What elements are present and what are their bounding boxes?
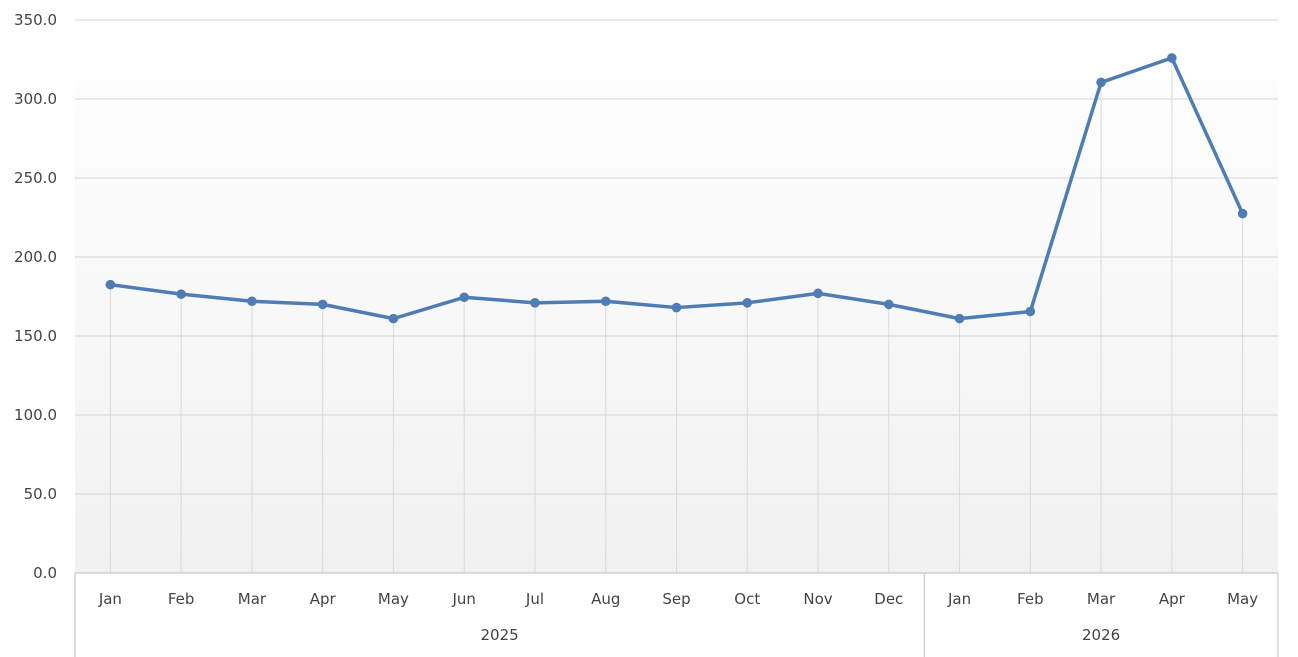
x-tick-label: Feb <box>1017 590 1044 608</box>
data-point <box>105 279 116 290</box>
x-tick-label: Apr <box>1159 590 1186 608</box>
data-point <box>671 302 682 313</box>
y-tick-label: 200.0 <box>14 248 57 266</box>
x-axis-tick-labels: Jan Feb Mar Apr May Jun Jul Aug Sep Oct Nov Dec Jan F… <box>98 590 1258 608</box>
x-tick-label: Dec <box>874 590 903 608</box>
data-point <box>176 289 186 299</box>
x-tick-label: Jan <box>947 590 971 608</box>
x-tick-label: Nov <box>803 590 832 608</box>
y-tick-label: 50.0 <box>24 485 57 503</box>
data-point <box>459 292 470 303</box>
data-point <box>742 298 753 308</box>
y-tick-label: 300.0 <box>14 90 57 108</box>
data-point <box>1167 53 1177 63</box>
x-tick-label: Jul <box>525 590 544 608</box>
x-tick-label: Mar <box>1087 590 1116 608</box>
x-tick-label: Mar <box>238 590 267 608</box>
x-tick-label: Feb <box>168 590 195 608</box>
data-point <box>530 298 540 308</box>
data-point <box>1096 77 1106 88</box>
x-tick-label: May <box>1227 590 1258 608</box>
data-point <box>813 288 823 299</box>
data-point <box>883 299 894 310</box>
vertical-gridlines <box>109 57 1244 573</box>
data-point <box>388 313 399 324</box>
x-tick-label: Oct <box>734 590 760 608</box>
y-tick-label: 100.0 <box>14 406 57 424</box>
y-axis-tick-labels: 0.0 50.0 100.0 150.0 200.0 250.0 300.0 350.0 <box>14 11 57 582</box>
y-tick-label: 0.0 <box>33 564 57 582</box>
x-tick-label: Jun <box>451 590 475 608</box>
y-tick-label: 150.0 <box>14 327 57 345</box>
y-tick-label: 350.0 <box>14 11 57 29</box>
x-tick-label: Jan <box>98 590 122 608</box>
x-tick-label: Sep <box>662 590 690 608</box>
data-point <box>600 296 611 307</box>
y-tick-label: 250.0 <box>14 169 57 187</box>
year-group-label: 2025 <box>480 626 518 644</box>
year-group-label: 2026 <box>1082 626 1120 644</box>
year-group-labels: 2025 2026 <box>480 626 1120 644</box>
series-layer <box>105 53 1248 324</box>
x-tick-label: Aug <box>591 590 620 608</box>
x-tick-label: May <box>378 590 409 608</box>
data-point <box>317 299 328 310</box>
data-point <box>247 296 257 307</box>
data-point <box>954 313 965 324</box>
x-tick-label: Apr <box>310 590 337 608</box>
data-point <box>1025 306 1036 317</box>
x-axis-frame <box>74 572 1279 657</box>
data-point <box>1237 208 1248 219</box>
